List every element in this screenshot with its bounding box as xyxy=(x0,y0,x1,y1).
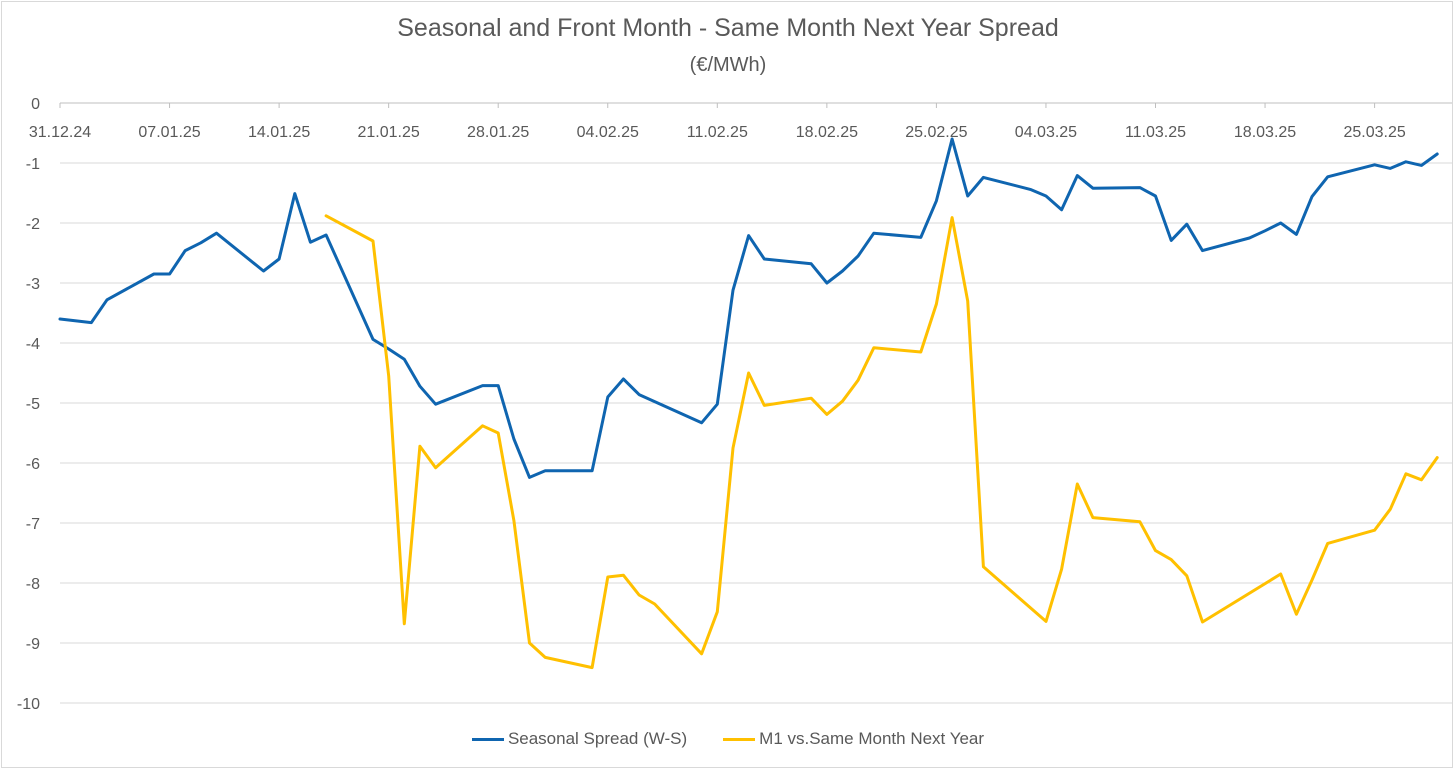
legend-item-m1[interactable]: M1 vs.Same Month Next Year xyxy=(723,729,984,749)
y-tick-label: -10 xyxy=(17,696,40,713)
x-tick-label: 11.02.25 xyxy=(687,124,748,141)
legend-item-seasonal[interactable]: Seasonal Spread (W-S) xyxy=(471,729,688,749)
x-tick-label: 18.03.25 xyxy=(1234,124,1296,141)
chart-title: Seasonal and Front Month - Same Month Ne… xyxy=(397,14,1059,42)
x-tick-label: 04.03.25 xyxy=(1015,124,1077,141)
y-tick-label: -5 xyxy=(26,396,40,413)
y-tick-label: -6 xyxy=(26,456,40,473)
y-tick-label: -4 xyxy=(26,336,40,353)
legend: Seasonal Spread (W-S) M1 vs.Same Month N… xyxy=(0,729,1456,749)
chart-subtitle: (€/MWh) xyxy=(689,54,767,76)
x-tick-label: 28.01.25 xyxy=(467,124,529,141)
series-line-seasonal-spread xyxy=(58,137,1439,479)
x-tick-label: 18.02.25 xyxy=(796,124,858,141)
y-tick-label: 0 xyxy=(31,96,40,113)
y-tick-label: -1 xyxy=(26,156,40,173)
legend-label-seasonal: Seasonal Spread (W-S) xyxy=(507,729,688,748)
y-tick-label: -8 xyxy=(26,576,40,593)
x-tick-label: 14.01.25 xyxy=(248,124,310,141)
series-line-m1-spread xyxy=(324,214,1439,670)
legend-swatch-seasonal xyxy=(471,737,504,741)
y-tick-label: -3 xyxy=(26,276,40,293)
y-tick-label: -2 xyxy=(26,216,40,233)
y-tick-label: -9 xyxy=(26,636,40,653)
x-tick-label: 25.03.25 xyxy=(1343,124,1405,141)
y-tick-label: -7 xyxy=(26,516,40,533)
x-tick-label: 04.02.25 xyxy=(577,124,639,141)
legend-label-m1: M1 vs.Same Month Next Year xyxy=(759,729,985,748)
x-tick-label: 07.01.25 xyxy=(138,124,200,141)
legend-swatch-m1 xyxy=(723,737,756,741)
x-tick-label: 11.03.25 xyxy=(1125,124,1186,141)
x-tick-label: 25.02.25 xyxy=(905,124,967,141)
x-tick-label: 31.12.24 xyxy=(29,124,91,141)
x-tick-label: 21.01.25 xyxy=(358,124,420,141)
